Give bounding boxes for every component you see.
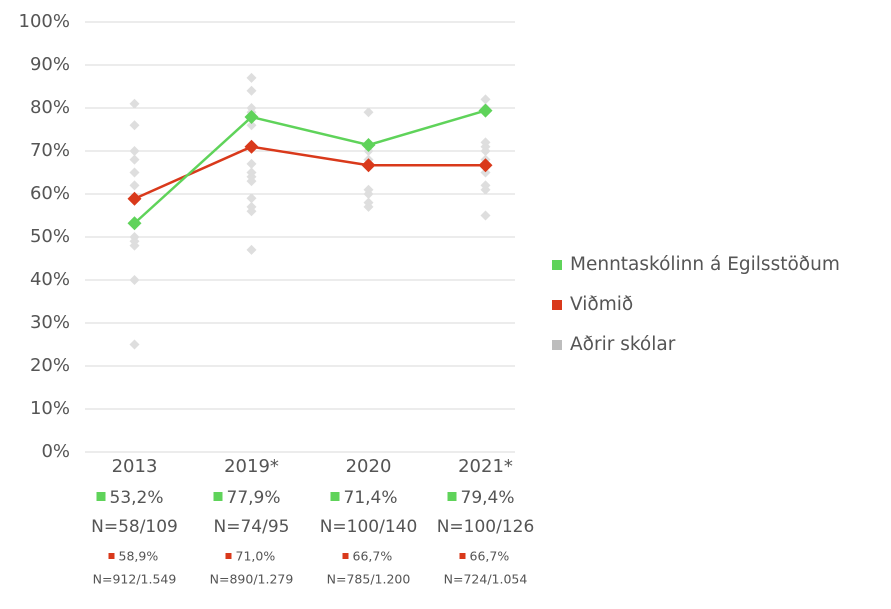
series-marker xyxy=(127,216,142,231)
other-school-point xyxy=(129,180,140,191)
value-label: 53,2% xyxy=(110,488,164,508)
y-tick-label: 0% xyxy=(41,441,70,462)
y-tick-label: 10% xyxy=(30,398,70,419)
other-school-point xyxy=(246,244,257,255)
n-label: N=100/126 xyxy=(437,517,535,537)
series-marker xyxy=(244,139,259,154)
value-label: 79,4% xyxy=(461,488,515,508)
y-tick-label: 40% xyxy=(30,269,70,290)
legend-swatch xyxy=(552,340,562,350)
other-school-point xyxy=(246,158,257,169)
other-school-point xyxy=(246,72,257,83)
x-tick-label: 2020 xyxy=(346,456,392,477)
legend-swatch xyxy=(447,492,457,501)
legend-swatch xyxy=(342,553,349,559)
legend-label: Aðrir skólar xyxy=(570,334,676,355)
n-label: N=912/1.549 xyxy=(93,572,177,587)
series-marker xyxy=(478,103,493,118)
legend-label: Menntaskólinn á Egilsstöðum xyxy=(570,254,840,275)
n-label: N=58/109 xyxy=(91,517,178,537)
other-school-point xyxy=(480,210,491,221)
other-school-point xyxy=(363,189,374,199)
other-school-point xyxy=(129,167,140,178)
other-school-point xyxy=(363,201,374,212)
other-school-point xyxy=(129,240,140,251)
series-marker xyxy=(361,158,376,173)
legend-swatch xyxy=(330,492,340,501)
other-school-point xyxy=(246,206,257,217)
other-school-point xyxy=(480,167,491,178)
legend-swatch xyxy=(552,300,562,310)
series-marker xyxy=(361,137,376,152)
other-school-point xyxy=(480,94,491,105)
legend-swatch xyxy=(225,553,232,559)
value-label: 77,9% xyxy=(227,488,281,508)
other-school-point xyxy=(129,275,140,285)
y-tick-label: 50% xyxy=(30,226,70,247)
legend-swatch xyxy=(552,260,562,270)
series-marker xyxy=(127,191,142,206)
x-tick-label: 2013 xyxy=(112,456,158,477)
series-line xyxy=(133,145,486,200)
value-label: 58,9% xyxy=(119,549,159,564)
legend-swatch xyxy=(96,492,106,501)
legend-swatch xyxy=(213,492,223,501)
y-tick-label: 20% xyxy=(30,355,70,376)
other-school-point xyxy=(246,193,257,204)
other-school-point xyxy=(129,98,140,109)
series-marker xyxy=(478,158,493,173)
n-label: N=724/1.054 xyxy=(444,572,528,587)
x-tick-label: 2021* xyxy=(458,456,513,477)
other-school-point xyxy=(129,339,140,350)
other-school-point xyxy=(480,146,491,156)
legend-swatch xyxy=(108,553,115,559)
n-label: N=785/1.200 xyxy=(327,572,411,587)
y-tick-label: 100% xyxy=(19,11,70,32)
other-school-point xyxy=(363,107,374,118)
legend-swatch xyxy=(459,553,466,559)
series-marker xyxy=(244,110,259,125)
x-tick-label: 2019* xyxy=(224,456,279,477)
y-tick-label: 60% xyxy=(30,183,70,204)
series-line xyxy=(133,109,486,225)
value-label: 66,7% xyxy=(353,549,393,564)
y-tick-label: 90% xyxy=(30,54,70,75)
other-school-point xyxy=(246,120,257,131)
value-label: 66,7% xyxy=(470,549,510,564)
other-school-point xyxy=(246,176,257,187)
other-school-point xyxy=(129,146,140,156)
other-school-point xyxy=(129,154,140,165)
other-school-point xyxy=(480,184,491,195)
other-school-point xyxy=(129,120,140,131)
y-tick-label: 80% xyxy=(30,97,70,118)
other-school-point xyxy=(246,85,257,96)
value-label: 71,0% xyxy=(236,549,276,564)
n-label: N=100/140 xyxy=(320,517,418,537)
legend-label: Viðmið xyxy=(570,294,633,315)
value-label: 71,4% xyxy=(344,488,398,508)
y-tick-label: 30% xyxy=(30,312,70,333)
n-label: N=890/1.279 xyxy=(210,572,294,587)
y-tick-label: 70% xyxy=(30,140,70,161)
n-label: N=74/95 xyxy=(214,517,290,537)
